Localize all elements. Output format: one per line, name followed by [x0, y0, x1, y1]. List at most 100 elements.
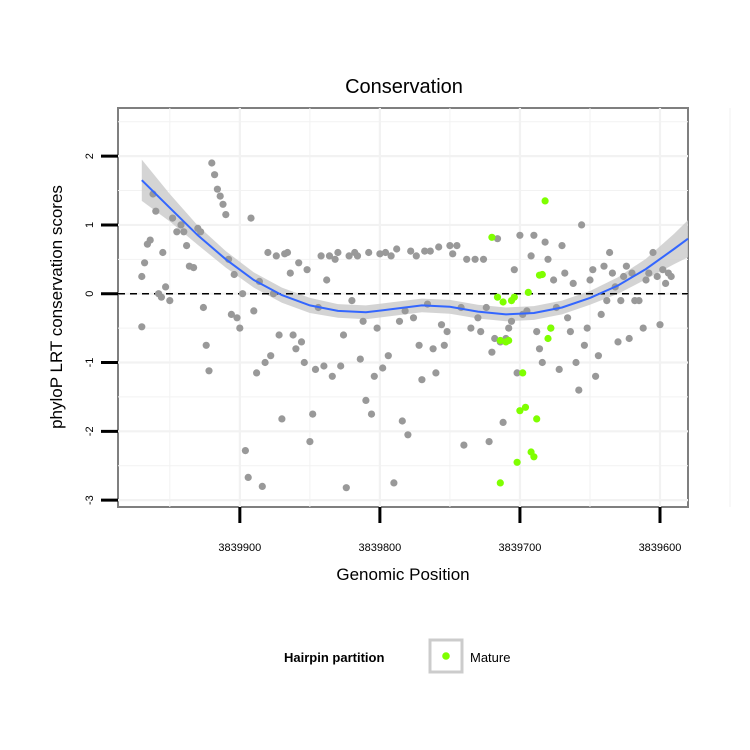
- point-other-163: [606, 248, 614, 257]
- legend-key-box: [428, 638, 464, 674]
- point-other-97: [412, 252, 420, 260]
- point-other-157: [589, 266, 597, 274]
- point-other-141: [544, 255, 552, 263]
- point-other-138: [535, 345, 544, 353]
- point-other-68: [331, 255, 339, 263]
- point-other-122: [488, 348, 496, 356]
- point-other-152: [575, 386, 583, 394]
- point-other-153: [578, 221, 586, 229]
- point-other-71: [339, 331, 348, 339]
- point-other-114: [463, 255, 471, 263]
- point-other-74: [348, 297, 356, 305]
- point-other-78: [359, 317, 367, 325]
- point-other-58: [303, 266, 311, 274]
- point-other-120: [482, 303, 490, 312]
- point-other-183: [667, 272, 675, 281]
- point-mature-0: [488, 233, 496, 241]
- point-other-11: [166, 297, 174, 305]
- point-mature-3: [499, 298, 507, 306]
- point-other-158: [592, 372, 600, 380]
- point-other-4: [146, 236, 154, 244]
- point-other-109: [446, 242, 454, 250]
- point-other-8: [157, 293, 165, 301]
- point-other-64: [320, 362, 328, 370]
- point-other-126: [499, 418, 507, 426]
- point-other-136: [530, 231, 538, 239]
- point-other-92: [398, 417, 406, 425]
- point-other-113: [460, 441, 468, 449]
- point-other-34: [236, 324, 244, 332]
- point-other-53: [289, 331, 297, 339]
- point-other-159: [594, 352, 603, 360]
- point-mature-17: [538, 270, 546, 279]
- point-other-146: [558, 242, 566, 250]
- point-other-91: [395, 317, 404, 325]
- point-other-104: [432, 369, 440, 377]
- point-mature-21: [496, 479, 504, 487]
- y-tick-label-0: -3: [84, 495, 96, 505]
- y-tick-label-1: -2: [84, 426, 96, 436]
- point-other-103: [429, 345, 437, 353]
- point-mature-1: [493, 293, 502, 301]
- point-other-12: [169, 214, 177, 222]
- point-other-87: [384, 352, 392, 360]
- point-other-36: [241, 447, 249, 455]
- point-other-88: [387, 252, 395, 260]
- point-other-44: [264, 248, 272, 257]
- point-mature-9: [516, 407, 524, 415]
- point-mature-12: [524, 288, 532, 296]
- point-other-29: [222, 211, 230, 219]
- point-other-23: [205, 367, 213, 375]
- point-other-79: [362, 396, 370, 404]
- point-mature-10: [519, 369, 527, 377]
- point-other-116: [471, 255, 479, 263]
- x-tick-label-1: 3839800: [358, 542, 401, 554]
- point-other-178: [653, 272, 661, 281]
- point-other-39: [250, 307, 258, 315]
- point-other-176: [645, 269, 653, 277]
- point-other-59: [306, 438, 314, 446]
- point-other-155: [583, 324, 591, 332]
- point-other-73: [345, 252, 353, 260]
- point-other-86: [381, 248, 390, 257]
- point-other-90: [393, 245, 401, 253]
- point-mature-8: [513, 458, 521, 466]
- point-other-56: [297, 338, 306, 346]
- point-other-96: [409, 314, 418, 322]
- point-other-22: [202, 341, 210, 349]
- point-other-42: [258, 482, 266, 490]
- point-other-55: [295, 259, 303, 267]
- grid-layer: [118, 108, 731, 507]
- point-other-77: [356, 355, 364, 363]
- point-other-173: [635, 297, 643, 305]
- point-other-82: [370, 372, 378, 380]
- point-other-110: [449, 250, 457, 258]
- point-mature-20: [547, 324, 555, 332]
- point-other-168: [620, 272, 628, 281]
- point-other-33: [233, 314, 241, 322]
- point-other-156: [586, 276, 594, 284]
- point-other-149: [566, 328, 575, 336]
- point-other-26: [213, 185, 221, 193]
- point-other-135: [527, 252, 535, 260]
- point-other-1: [138, 272, 146, 281]
- point-other-164: [608, 269, 617, 277]
- point-other-98: [415, 341, 423, 349]
- point-other-20: [197, 228, 205, 236]
- point-other-35: [239, 290, 247, 298]
- point-other-24: [208, 159, 216, 167]
- point-other-150: [569, 279, 577, 287]
- y-axis: -3 -2 -1 0 1 2: [84, 153, 118, 505]
- point-other-84: [376, 250, 384, 258]
- point-other-166: [614, 338, 622, 346]
- point-other-140: [541, 238, 549, 246]
- point-other-105: [435, 243, 443, 251]
- point-other-27: [216, 192, 224, 200]
- point-other-85: [379, 364, 387, 372]
- point-other-132: [516, 231, 524, 239]
- point-other-167: [617, 297, 625, 305]
- point-other-100: [421, 247, 429, 255]
- point-other-128: [505, 324, 513, 332]
- point-other-51: [283, 248, 292, 257]
